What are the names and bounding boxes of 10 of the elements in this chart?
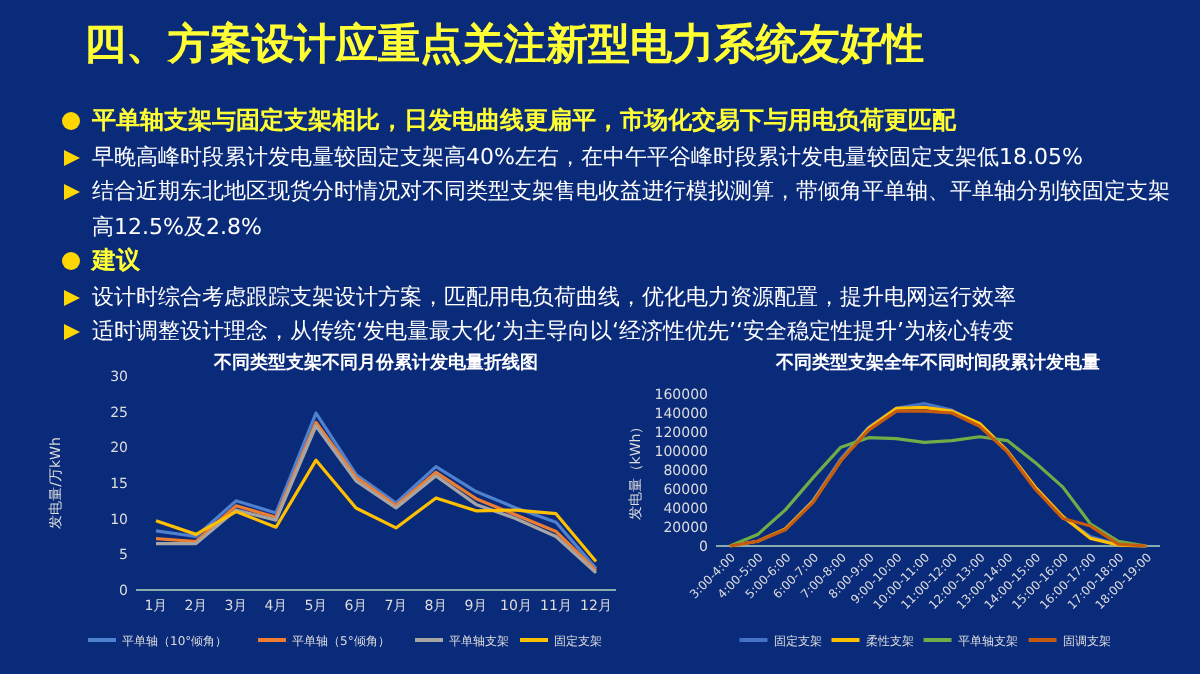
- text: 设计时综合考虑跟踪支架设计方案，匹配用电负荷曲线，优化电力资源配置，提升电网运行效率: [92, 283, 1016, 309]
- chart-title: 不同类型支架全年不同时间段累计发电量: [774, 352, 1100, 374]
- text: 早晚高峰时段累计发电量较固定支架高40%左右，在中午平谷峰时段累计发电量较固定支架低18.05%: [92, 143, 1083, 169]
- line-series: [154, 458, 598, 564]
- text: 平单轴支架与固定支架相比，日发电曲线更扁平，市场化交易下与用电负荷更匹配: [92, 106, 956, 134]
- chart-title: 不同类型支架不同月份累计发电量折线图: [212, 352, 538, 374]
- text: 建议: [92, 246, 140, 274]
- text: 适时调整设计理念，从传统‘发电量最大化’为主导向以‘经济性优先’‘安全稳定性提升’为核心转变: [92, 318, 1014, 344]
- text: 结合近期东北地区现货分时情况对不同类型支架售电收益进行模拟测算，带倾角平单轴、平单轴分别较固定支架高12.5%及2.8%: [92, 178, 1170, 239]
- text: 四、方案设计应重点关注新型电力系统友好性: [84, 18, 924, 72]
